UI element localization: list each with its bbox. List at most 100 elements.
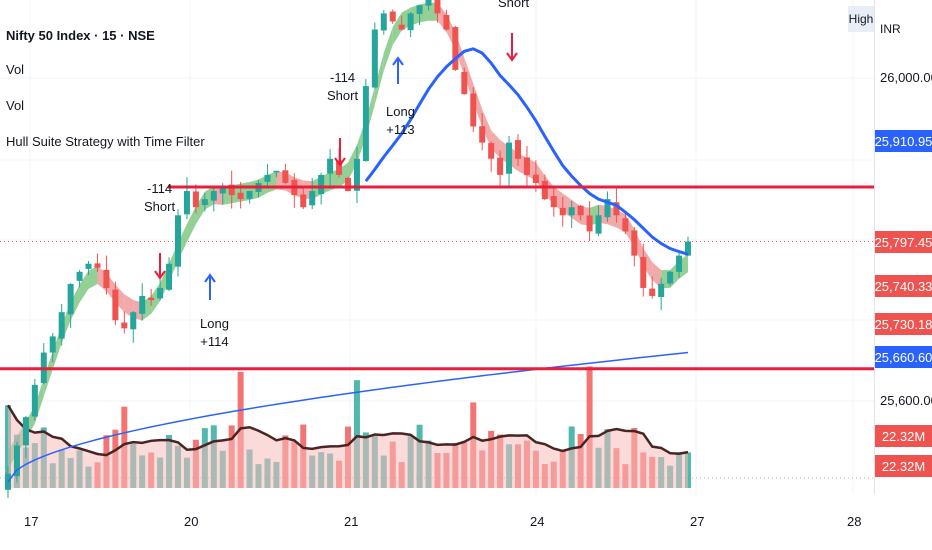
signal-short-3-type: Short — [498, 0, 530, 10]
hull-segment-5 — [43, 351, 53, 397]
candle-body-34 — [309, 191, 316, 206]
time-tick-28: 28 — [847, 514, 862, 529]
grid-lines — [0, 0, 874, 494]
candle-body-10 — [94, 263, 101, 268]
price-label-ma-upper: 25,910.95 — [875, 130, 932, 152]
candle-body-73 — [658, 283, 665, 298]
signal-short-2-pnl: -114 — [330, 70, 356, 85]
candle-body-19 — [175, 215, 181, 267]
candle-body-63 — [568, 207, 575, 216]
signal-arrow-head-0 — [154, 270, 166, 280]
candle-body-12 — [112, 289, 119, 321]
candle-body-69 — [622, 218, 629, 232]
candle-body-60 — [541, 180, 548, 200]
volume-ma-area — [6, 404, 689, 488]
volume-ma-fill — [8, 405, 688, 488]
hull-segment-54 — [482, 109, 492, 149]
candle-body-53 — [479, 126, 486, 143]
signal-long-2-type: Long — [386, 104, 415, 119]
signal-long-2: Long +113 — [386, 103, 415, 139]
candle-body-68 — [613, 202, 620, 216]
hull-segment-30 — [267, 171, 277, 193]
volume-bar-65 — [586, 366, 593, 488]
candle-body-46 — [416, 5, 423, 14]
candle-body-31 — [282, 170, 289, 183]
hull-segment-73 — [652, 261, 662, 289]
candle-body-27 — [246, 191, 253, 199]
high-badge[interactable]: High — [848, 6, 874, 32]
candle-body-38 — [345, 177, 351, 192]
volume-ma-line — [6, 404, 689, 457]
candle-body-35 — [318, 174, 325, 195]
hull-segment-55 — [491, 130, 501, 159]
indicator-vol-2[interactable]: Vol — [6, 98, 25, 113]
candle-body-75 — [676, 255, 683, 272]
symbol-title[interactable]: Nifty 50 Index · 15 · NSE — [6, 28, 155, 43]
signal-short-2: -114 Short — [327, 69, 358, 105]
price-axis[interactable] — [874, 0, 932, 494]
candle-body-22 — [201, 199, 208, 206]
ma-slow-line — [7, 351, 689, 483]
candle-body-11 — [103, 269, 110, 288]
candle-body-55 — [497, 157, 504, 175]
candle-body-59 — [532, 174, 539, 183]
candle-body-47 — [425, 0, 432, 6]
signal-short-3: Short — [498, 0, 529, 12]
candle-body-15 — [139, 296, 146, 314]
time-tick-17: 17 — [24, 514, 39, 529]
signal-short-1: -114 Short — [144, 180, 175, 216]
candle-body-8 — [76, 271, 83, 281]
candle-body-1 — [13, 445, 20, 477]
signal-short-1-type: Short — [144, 199, 176, 214]
candle-body-51 — [461, 71, 468, 95]
candle-body-54 — [488, 143, 495, 159]
signal-long-2-pnl: +113 — [386, 122, 415, 137]
candle-body-16 — [148, 297, 155, 301]
candle-body-64 — [577, 205, 584, 216]
time-tick-21: 21 — [344, 514, 359, 529]
candle-body-58 — [523, 157, 530, 175]
signal-arrow-head-4 — [506, 52, 518, 62]
price-label-hull-1: 25,740.33 — [875, 275, 932, 297]
indicator-vol-1[interactable]: Vol — [6, 62, 25, 77]
candle-body-7 — [67, 283, 74, 315]
candle-body-25 — [228, 184, 235, 196]
time-tick-20: 20 — [184, 514, 199, 529]
hull-segment-52 — [464, 57, 474, 102]
hull-segment-42 — [374, 52, 384, 105]
currency-label[interactable]: INR — [880, 22, 901, 36]
candle-body-2 — [22, 417, 29, 446]
price-label-ma-lower: 25,660.60 — [875, 346, 932, 368]
candle-body-56 — [506, 142, 513, 174]
candle-body-37 — [336, 160, 343, 175]
signal-long-1-type: Long — [200, 316, 229, 331]
candle-body-49 — [443, 14, 450, 30]
candle-body-44 — [398, 24, 405, 30]
candle-body-13 — [121, 322, 128, 329]
hull-segment-72 — [643, 248, 653, 280]
signal-arrow-head-2 — [334, 157, 346, 167]
candle-body-71 — [640, 256, 647, 288]
candle-body-62 — [559, 207, 566, 216]
candle-body-21 — [192, 191, 199, 208]
candle-body-9 — [85, 263, 92, 269]
price-tick-26000: 26,000.00 — [880, 70, 932, 85]
candle-body-30 — [273, 170, 280, 173]
hull-segment-14 — [124, 294, 134, 318]
indicator-hull-suite[interactable]: Hull Suite Strategy with Time Filter — [6, 134, 205, 149]
volume-bar-39 — [353, 380, 360, 488]
signal-long-1-pnl: +114 — [200, 334, 229, 349]
candle-body-42 — [380, 13, 387, 31]
ma-fast-line — [364, 47, 689, 256]
hull-segment-10 — [88, 266, 98, 289]
candle-body-39 — [353, 158, 360, 191]
hull-segment-39 — [348, 144, 357, 181]
candle-body-65 — [586, 215, 593, 232]
candle-body-33 — [300, 194, 307, 208]
hull-segment-9 — [79, 270, 89, 303]
candle-body-20 — [183, 191, 190, 215]
candle-body-40 — [362, 86, 369, 162]
candle-body-41 — [371, 29, 378, 88]
hull-segment-44 — [392, 12, 402, 46]
